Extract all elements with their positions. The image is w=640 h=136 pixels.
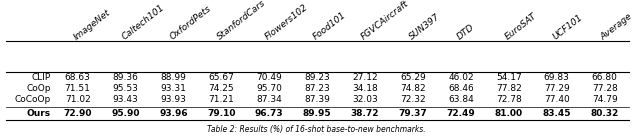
Text: 72.49: 72.49 bbox=[447, 109, 476, 118]
Text: 66.80: 66.80 bbox=[592, 73, 618, 82]
Text: UCF101: UCF101 bbox=[551, 13, 584, 42]
Text: 54.17: 54.17 bbox=[496, 73, 522, 82]
Text: 65.29: 65.29 bbox=[400, 73, 426, 82]
Text: DTD: DTD bbox=[456, 23, 476, 42]
Text: 38.72: 38.72 bbox=[351, 109, 380, 118]
Text: 87.39: 87.39 bbox=[304, 95, 330, 104]
Text: 68.46: 68.46 bbox=[448, 84, 474, 93]
Text: 34.18: 34.18 bbox=[352, 84, 378, 93]
Text: CoOp: CoOp bbox=[26, 84, 51, 93]
Text: 80.32: 80.32 bbox=[591, 109, 619, 118]
Text: 68.63: 68.63 bbox=[65, 73, 91, 82]
Text: 32.03: 32.03 bbox=[352, 95, 378, 104]
Text: 81.00: 81.00 bbox=[495, 109, 523, 118]
Text: Caltech101: Caltech101 bbox=[120, 3, 166, 42]
Text: 83.45: 83.45 bbox=[543, 109, 571, 118]
Text: Table 2: Results (%) of 16-shot base-to-new benchmarks.: Table 2: Results (%) of 16-shot base-to-… bbox=[207, 125, 425, 134]
Text: 70.49: 70.49 bbox=[257, 73, 282, 82]
Text: Average: Average bbox=[599, 12, 634, 42]
Text: 79.37: 79.37 bbox=[399, 109, 428, 118]
Text: 72.78: 72.78 bbox=[496, 95, 522, 104]
Text: 72.32: 72.32 bbox=[400, 95, 426, 104]
Text: 74.82: 74.82 bbox=[400, 84, 426, 93]
Text: Ours: Ours bbox=[26, 109, 51, 118]
Text: 77.28: 77.28 bbox=[592, 84, 618, 93]
Text: CoCoOp: CoCoOp bbox=[14, 95, 51, 104]
Text: OxfordPets: OxfordPets bbox=[168, 4, 212, 42]
Text: EuroSAT: EuroSAT bbox=[503, 12, 538, 42]
Text: CLIP: CLIP bbox=[31, 73, 51, 82]
Text: 87.23: 87.23 bbox=[304, 84, 330, 93]
Text: 71.21: 71.21 bbox=[209, 95, 234, 104]
Text: 63.84: 63.84 bbox=[448, 95, 474, 104]
Text: 71.51: 71.51 bbox=[65, 84, 91, 93]
Text: 89.95: 89.95 bbox=[303, 109, 332, 118]
Text: 95.53: 95.53 bbox=[113, 84, 138, 93]
Text: ImageNet: ImageNet bbox=[72, 8, 112, 42]
Text: 74.79: 74.79 bbox=[592, 95, 618, 104]
Text: StanfordCars: StanfordCars bbox=[216, 0, 268, 42]
Text: 27.12: 27.12 bbox=[352, 73, 378, 82]
Text: 88.99: 88.99 bbox=[161, 73, 186, 82]
Text: Flowers102: Flowers102 bbox=[264, 3, 310, 42]
Text: 69.83: 69.83 bbox=[544, 73, 570, 82]
Text: 87.34: 87.34 bbox=[257, 95, 282, 104]
Text: 74.25: 74.25 bbox=[209, 84, 234, 93]
Text: 96.73: 96.73 bbox=[255, 109, 284, 118]
Text: 93.31: 93.31 bbox=[161, 84, 186, 93]
Text: 95.90: 95.90 bbox=[111, 109, 140, 118]
Text: 93.93: 93.93 bbox=[161, 95, 186, 104]
Text: 71.02: 71.02 bbox=[65, 95, 90, 104]
Text: 77.40: 77.40 bbox=[544, 95, 570, 104]
Text: 65.67: 65.67 bbox=[209, 73, 234, 82]
Text: 79.10: 79.10 bbox=[207, 109, 236, 118]
Text: FGVCAircraft: FGVCAircraft bbox=[360, 0, 411, 42]
Text: Food101: Food101 bbox=[312, 11, 348, 42]
Text: 89.23: 89.23 bbox=[304, 73, 330, 82]
Text: 95.70: 95.70 bbox=[257, 84, 282, 93]
Text: 77.82: 77.82 bbox=[496, 84, 522, 93]
Text: 93.43: 93.43 bbox=[113, 95, 138, 104]
Text: 77.29: 77.29 bbox=[544, 84, 570, 93]
Text: 46.02: 46.02 bbox=[448, 73, 474, 82]
Text: SUN397: SUN397 bbox=[408, 12, 442, 42]
Text: 93.96: 93.96 bbox=[159, 109, 188, 118]
Text: 89.36: 89.36 bbox=[113, 73, 138, 82]
Text: 72.90: 72.90 bbox=[63, 109, 92, 118]
